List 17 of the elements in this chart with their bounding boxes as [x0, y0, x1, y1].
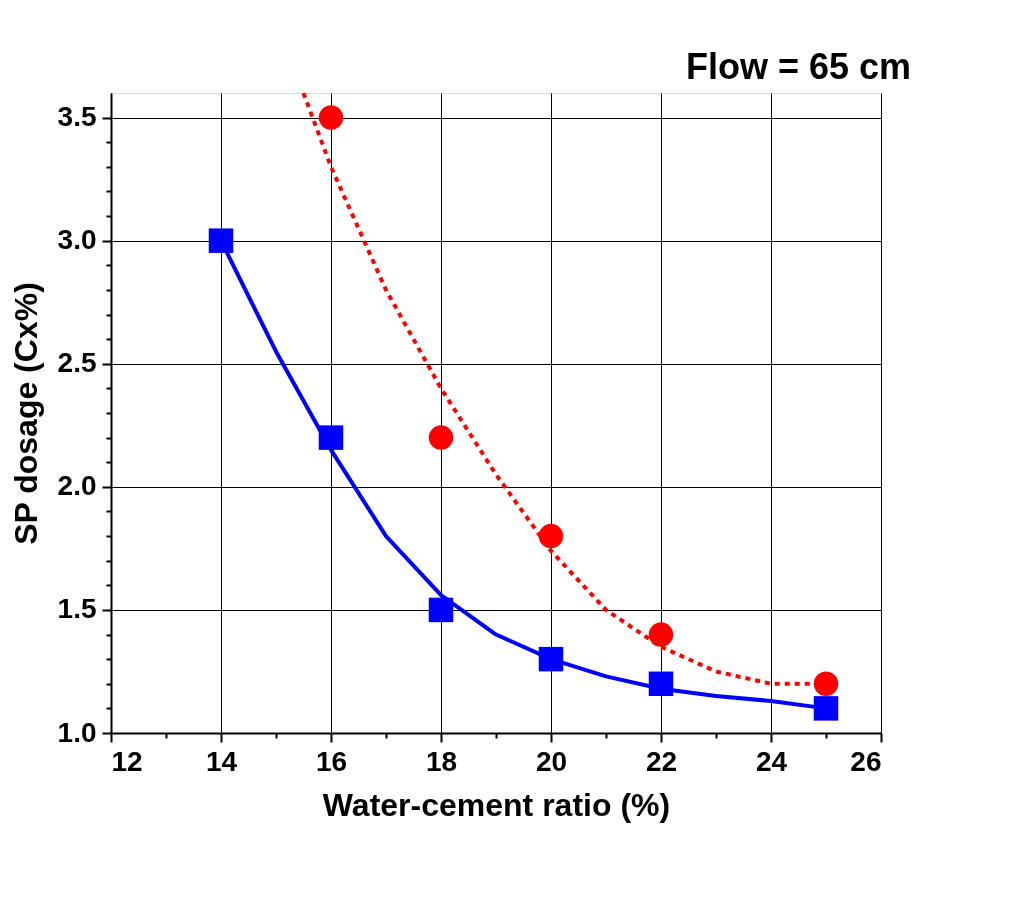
x-tick-label: 18: [425, 745, 458, 777]
text: Flow = 65 cm: [685, 46, 911, 87]
y-tick-label: 3.5: [57, 101, 97, 133]
y-tick-label: 2.0: [57, 470, 97, 502]
x-tick-label: 12: [111, 745, 143, 777]
x-tick-label: 14: [205, 745, 238, 777]
y-tick-label: 3.0: [57, 224, 97, 256]
x-tick-label: 20: [535, 745, 568, 777]
y-tick-label: 2.5: [57, 347, 97, 379]
x-tick-label: 26: [850, 745, 882, 777]
y-tick-label: 1.0: [57, 716, 97, 748]
x-tick-label: 22: [645, 745, 678, 777]
y-axis-title: SP dosage (Cx%): [7, 282, 44, 545]
x-tick-label: 16: [315, 745, 348, 777]
y-tick-label: 1.5: [57, 593, 97, 625]
x-tick-label: 24: [755, 745, 788, 777]
x-axis-title: Water-cement ratio (%): [322, 786, 671, 823]
